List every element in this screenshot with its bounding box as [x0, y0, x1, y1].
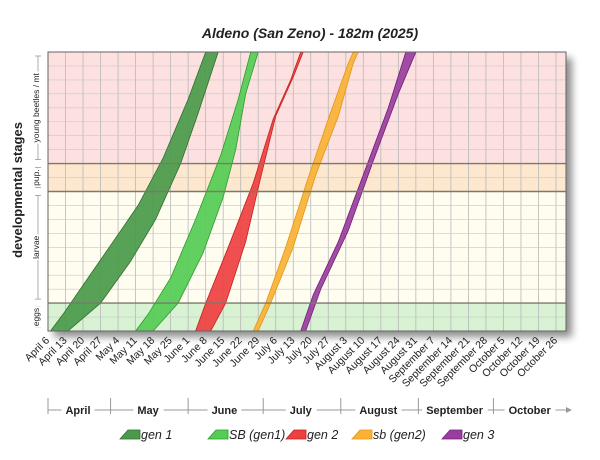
stage-label-bg — [31, 71, 41, 144]
legend-swatch-3 — [351, 429, 373, 440]
month-axis-arrow — [566, 407, 572, 413]
chart-title: Aldeno (San Zeno) - 182m (2025) — [201, 25, 419, 41]
month-label-april: April — [65, 405, 90, 417]
stage-label-1: larvae — [31, 235, 41, 258]
legend-entry-0: gen 1 — [141, 428, 172, 442]
month-label-june: June — [212, 405, 238, 417]
month-label-september: September — [426, 405, 484, 417]
plot-frame — [47, 51, 567, 332]
month-label-may: May — [137, 405, 159, 417]
month-label-october: October — [509, 405, 552, 417]
legend-swatch-1 — [207, 429, 229, 440]
stage-label-bg — [31, 168, 41, 187]
month-label-bg — [207, 405, 242, 417]
stage-label-3: young beetles / mt — [31, 72, 41, 142]
stage-label-0: eggs — [31, 308, 41, 326]
month-label-bg — [285, 405, 317, 417]
legend-entry-4: gen 3 — [463, 428, 494, 442]
month-label-bg — [355, 405, 402, 417]
stage-label-bg — [31, 234, 41, 260]
legend-swatch-0 — [119, 429, 141, 440]
stage-label-bg — [31, 306, 41, 328]
month-label-bg — [61, 405, 95, 417]
stage-label-2: pup. — [31, 169, 41, 186]
legend-swatch-2 — [285, 429, 307, 440]
month-label-july: July — [290, 405, 313, 417]
legend-entry-2: gen 2 — [307, 428, 338, 442]
month-label-bg — [133, 405, 164, 417]
legend-entry-1: SB (gen1) — [229, 428, 285, 442]
month-label-bg — [422, 405, 488, 417]
month-label-bg — [504, 405, 556, 417]
y-axis-title: developmental stages — [10, 122, 25, 258]
legend-swatch-4 — [441, 429, 463, 440]
month-label-august: August — [359, 405, 397, 417]
legend-entry-3: sb (gen2) — [373, 428, 426, 442]
